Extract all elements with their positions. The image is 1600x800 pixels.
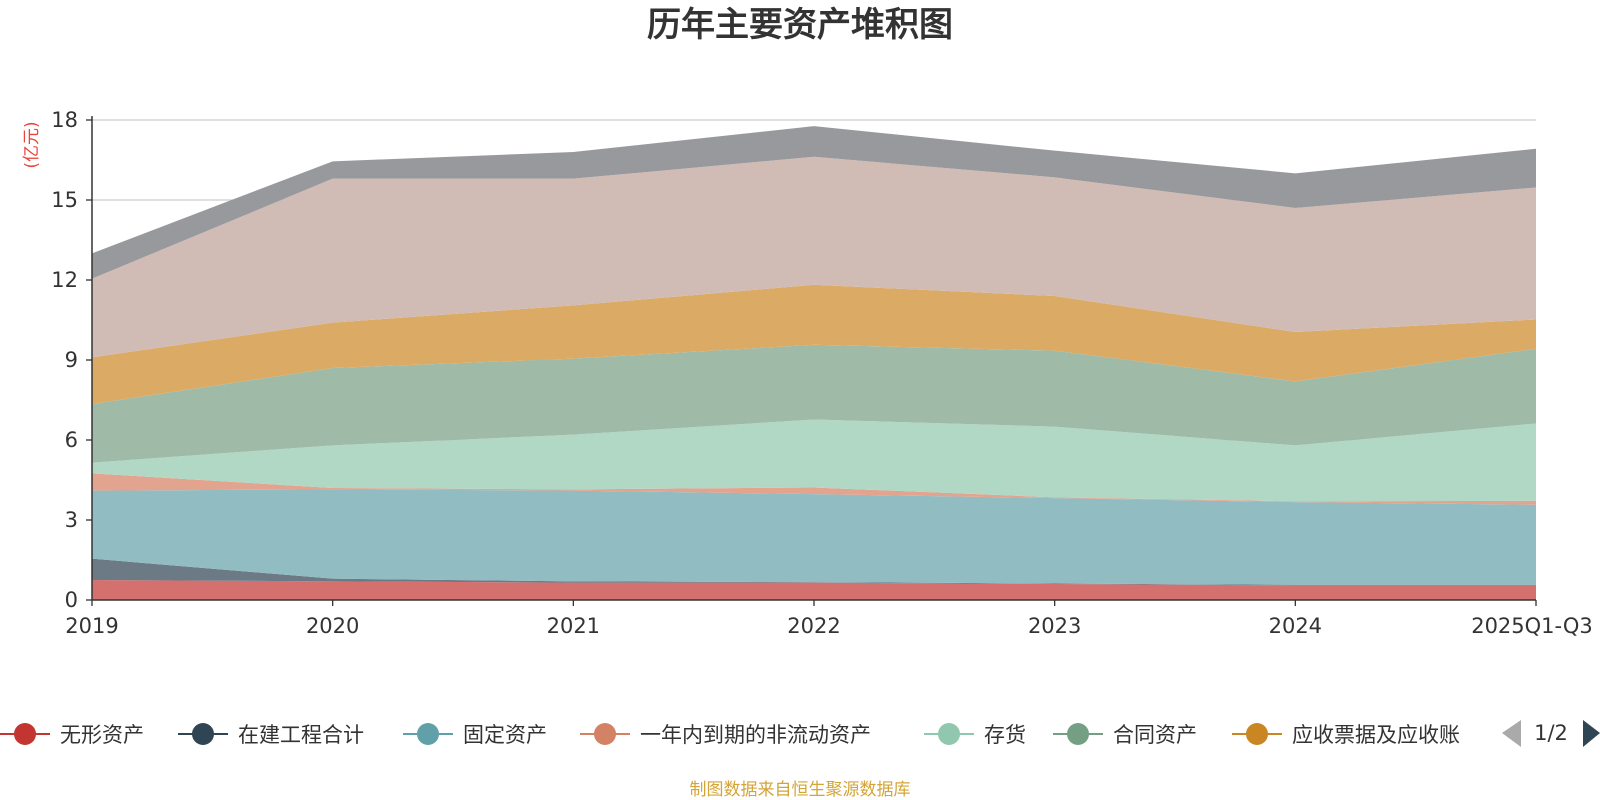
legend-label: 合同资产 (1113, 723, 1197, 747)
y-tick-label: 15 (51, 188, 78, 212)
chart-title: 历年主要资产堆积图 (647, 5, 953, 45)
x-tick-label: 2024 (1269, 614, 1322, 638)
legend-circle-marker (192, 723, 214, 745)
legend-item[interactable]: 无形资产 (0, 723, 144, 747)
x-tick-label: 2021 (547, 614, 600, 638)
legend-next-page-icon[interactable] (1583, 720, 1600, 747)
legend-circle-marker (1246, 723, 1268, 745)
area-series-6 (92, 344, 1536, 463)
x-tick-label: 2025Q1-Q3 (1471, 614, 1593, 638)
legend-item[interactable]: 固定资产 (403, 723, 547, 747)
legend-item[interactable]: 一年内到期的非流动资产 (580, 723, 871, 747)
y-tick-label: 6 (65, 428, 78, 452)
area-layer (92, 126, 1536, 600)
y-tick-label: 9 (65, 348, 78, 372)
area-series-9 (92, 126, 1536, 279)
legend-prev-page-icon[interactable] (1502, 720, 1521, 747)
x-tick-label: 2022 (787, 614, 840, 638)
axis-layer: 0 3 6 9 12 15 18 2019 2020 2021 2022 2023 2024 2025Q1… (51, 108, 1593, 638)
y-tick-label: 0 (65, 588, 78, 612)
x-tick-label: 2023 (1028, 614, 1081, 638)
legend-label: 应收票据及应收账 (1292, 723, 1460, 747)
y-tick-label: 3 (65, 508, 78, 532)
area-series-1 (92, 580, 1536, 600)
legend-circle-marker (417, 723, 439, 745)
area-series-8 (92, 156, 1536, 358)
legend-circle-marker (938, 723, 960, 745)
area-series-4 (92, 473, 1536, 505)
legend-label: 存货 (984, 723, 1026, 747)
legend-label: 在建工程合计 (238, 723, 364, 747)
y-axis-unit-label: (亿元) (22, 121, 42, 168)
legend-label: 无形资产 (60, 723, 144, 747)
legend-item[interactable]: 应收票据及应收账 (1232, 723, 1460, 747)
legend-page-indicator: 1/2 (1534, 721, 1568, 745)
y-tick-label: 18 (51, 108, 78, 132)
area-series-7 (92, 284, 1536, 404)
legend-circle-marker (594, 723, 616, 745)
y-tick-label: 12 (51, 268, 78, 292)
legend-item[interactable]: 合同资产 (1053, 723, 1197, 747)
legend-label: 固定资产 (463, 723, 547, 747)
data-source-note: 制图数据来自恒生聚源数据库 (690, 780, 911, 800)
legend-item[interactable]: 存货 (924, 723, 1026, 747)
legend-circle-marker (14, 723, 36, 745)
legend-item[interactable]: 在建工程合计 (178, 723, 364, 747)
x-tick-label: 2020 (306, 614, 359, 638)
legend-circle-marker (1067, 723, 1089, 745)
area-series-3 (92, 489, 1536, 585)
area-series-5 (92, 419, 1536, 502)
legend: 无形资产 在建工程合计 固定资产 一年内到期的非流动资产 存货 合同资产 应收票据及应收账 (0, 723, 1460, 747)
x-tick-label: 2019 (65, 614, 118, 638)
legend-label: 一年内到期的非流动资产 (640, 723, 871, 747)
